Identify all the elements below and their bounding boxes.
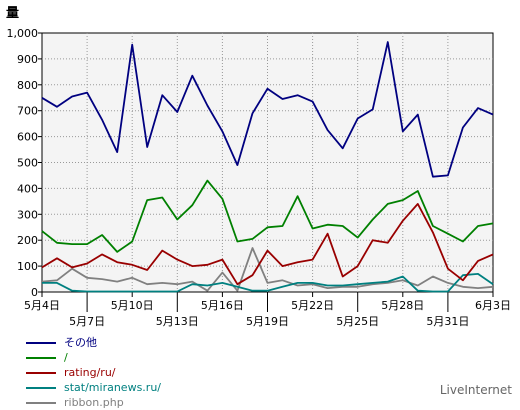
x-tick-label: 5月19日 — [246, 315, 289, 328]
y-tick-label: 200 — [17, 234, 38, 247]
series-line — [42, 273, 494, 293]
legend-label: stat/miranews.ru/ — [64, 381, 162, 394]
legend-label: / — [64, 351, 68, 364]
legend-swatch — [26, 357, 56, 359]
legend-label: rating/ru/ — [64, 366, 116, 379]
grid-lines — [42, 33, 493, 292]
legend-swatch — [26, 402, 56, 404]
x-tick-label: 5月25日 — [336, 315, 379, 328]
x-tick-label: 5月28日 — [381, 299, 424, 312]
x-tick-label: 5月13日 — [156, 315, 199, 328]
series-line — [41, 41, 494, 178]
y-tick-label: 400 — [17, 182, 38, 195]
brand-label: LiveInternet — [439, 383, 512, 397]
x-tick-label: 5月4日 — [24, 299, 60, 312]
legend-swatch — [26, 342, 56, 344]
y-tick-label: 1,000 — [7, 27, 39, 40]
x-tick-label: 5月7日 — [69, 315, 105, 328]
series-line — [41, 247, 494, 292]
y-tick-label: 0 — [31, 286, 38, 299]
x-tick-label: 6月3日 — [475, 299, 511, 312]
x-tick-label: 5月31日 — [426, 315, 469, 328]
y-tick-label: 800 — [17, 79, 38, 92]
series-lines — [41, 41, 494, 293]
y-tick-label: 100 — [17, 260, 38, 273]
legend-swatch — [26, 387, 56, 389]
series-line — [41, 179, 494, 253]
y-axis: 0 100 200 300 400 500 600 700 800 900 1,000 — [7, 27, 42, 299]
x-axis: 5月4日5月7日5月10日5月13日5月16日5月19日5月22日5月25日5月… — [24, 292, 511, 328]
legend-label: ribbon.php — [64, 396, 124, 409]
y-tick-label: 300 — [17, 208, 38, 221]
legend-label: その他 — [64, 336, 97, 349]
y-tick-label: 500 — [17, 157, 38, 170]
x-tick-label: 5月10日 — [111, 299, 154, 312]
y-tick-label: 700 — [17, 105, 38, 118]
y-tick-label: 600 — [17, 131, 38, 144]
y-tick-label: 900 — [17, 53, 38, 66]
series-line — [41, 203, 494, 286]
x-tick-label: 5月22日 — [291, 299, 334, 312]
legend-swatch — [26, 372, 56, 374]
x-tick-label: 5月16日 — [201, 299, 244, 312]
y-axis-label: 量 — [6, 6, 19, 21]
